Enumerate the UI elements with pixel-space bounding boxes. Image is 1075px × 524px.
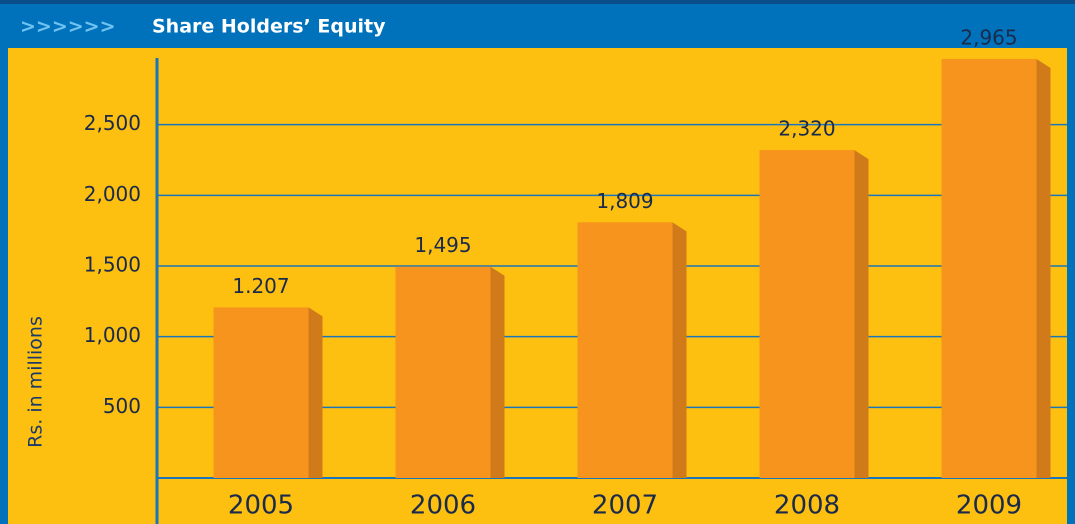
bar-side bbox=[854, 150, 869, 478]
y-tick-label: 1,500 bbox=[84, 253, 141, 277]
bar-side bbox=[1036, 58, 1051, 479]
y-tick-label: 2,000 bbox=[84, 182, 141, 206]
chart-title: Share Holders’ Equity bbox=[152, 16, 386, 38]
bar-side bbox=[308, 307, 323, 478]
bar-side bbox=[672, 222, 687, 478]
bar-side bbox=[490, 266, 505, 478]
bar bbox=[395, 266, 491, 478]
data-label: 2,965 bbox=[960, 25, 1017, 49]
bar bbox=[941, 58, 1037, 479]
x-tick-label: 2008 bbox=[774, 491, 840, 521]
bar bbox=[577, 222, 673, 478]
x-tick-label: 2005 bbox=[228, 491, 294, 521]
header-top-line bbox=[0, 0, 1075, 4]
y-axis-label: Rs. in millions bbox=[25, 316, 47, 448]
x-tick-label: 2009 bbox=[956, 491, 1022, 521]
y-tick-label: 500 bbox=[103, 394, 141, 418]
bar bbox=[759, 150, 855, 478]
bar bbox=[213, 307, 309, 478]
y-tick-label: 1,000 bbox=[84, 323, 141, 347]
x-tick-label: 2006 bbox=[410, 491, 476, 521]
y-tick-label: 2,500 bbox=[84, 111, 141, 135]
data-label: 1,809 bbox=[596, 189, 653, 213]
title-marker: >>>>>> bbox=[20, 16, 116, 38]
x-tick-label: 2007 bbox=[592, 491, 658, 521]
left-border bbox=[0, 48, 8, 524]
data-label: 1.207 bbox=[232, 274, 289, 298]
data-label: 2,320 bbox=[778, 117, 835, 141]
data-label: 1,495 bbox=[414, 233, 471, 257]
header-bar bbox=[0, 0, 1075, 48]
right-border bbox=[1067, 48, 1075, 524]
